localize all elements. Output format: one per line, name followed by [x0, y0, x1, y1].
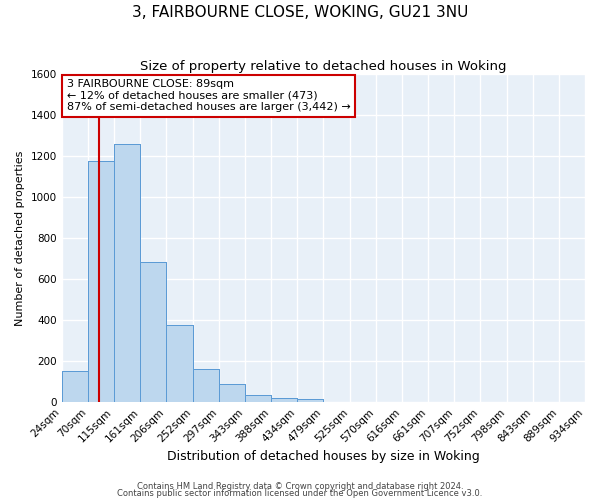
- Bar: [88, 162, 114, 402]
- Bar: [140, 262, 166, 402]
- Y-axis label: Number of detached properties: Number of detached properties: [15, 150, 25, 326]
- Text: Contains HM Land Registry data © Crown copyright and database right 2024.: Contains HM Land Registry data © Crown c…: [137, 482, 463, 491]
- Bar: [88, 162, 114, 402]
- Title: Size of property relative to detached houses in Woking: Size of property relative to detached ho…: [140, 60, 506, 73]
- Bar: [271, 398, 298, 402]
- Bar: [62, 372, 88, 402]
- Text: 3 FAIRBOURNE CLOSE: 89sqm
← 12% of detached houses are smaller (473)
87% of semi: 3 FAIRBOURNE CLOSE: 89sqm ← 12% of detac…: [67, 79, 350, 112]
- Bar: [271, 398, 298, 402]
- Bar: [114, 144, 140, 402]
- Bar: [114, 144, 140, 402]
- Bar: [245, 395, 271, 402]
- Bar: [193, 370, 218, 402]
- Bar: [62, 372, 88, 402]
- Bar: [166, 326, 193, 402]
- Text: 3, FAIRBOURNE CLOSE, WOKING, GU21 3NU: 3, FAIRBOURNE CLOSE, WOKING, GU21 3NU: [132, 5, 468, 20]
- Bar: [218, 384, 245, 402]
- Bar: [166, 326, 193, 402]
- Bar: [218, 384, 245, 402]
- Bar: [245, 395, 271, 402]
- Text: Contains public sector information licensed under the Open Government Licence v3: Contains public sector information licen…: [118, 489, 482, 498]
- Bar: [298, 399, 323, 402]
- X-axis label: Distribution of detached houses by size in Woking: Distribution of detached houses by size …: [167, 450, 480, 462]
- Bar: [193, 370, 218, 402]
- Bar: [140, 262, 166, 402]
- Bar: [298, 399, 323, 402]
